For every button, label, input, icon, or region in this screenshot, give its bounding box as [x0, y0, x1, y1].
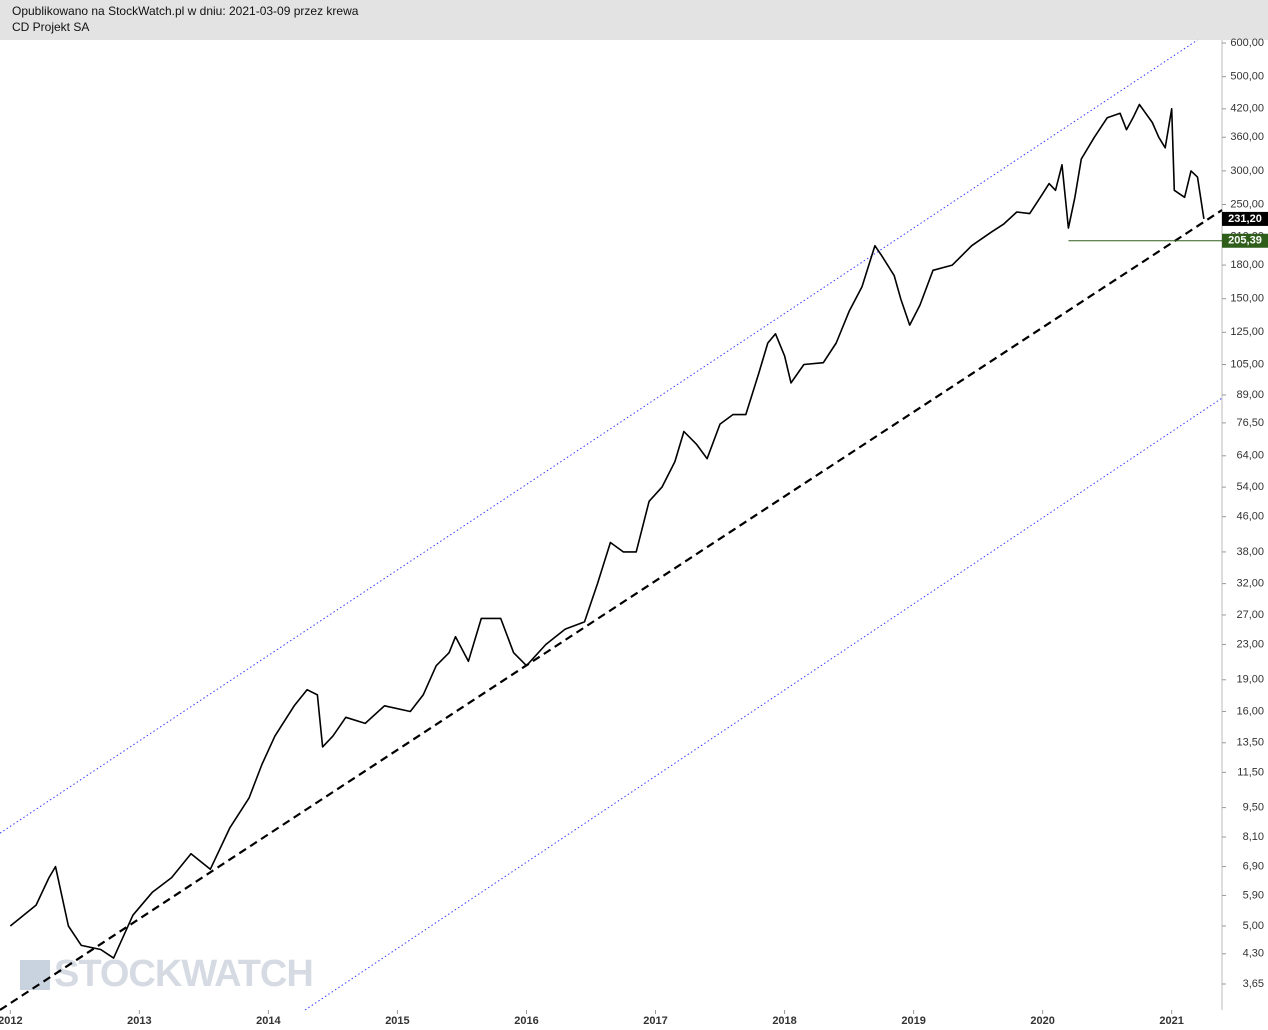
y-tick-label: 5,00: [1243, 920, 1264, 932]
trend-line: [304, 397, 1223, 1011]
header-bar: [0, 0, 1268, 40]
trend-line: [0, 39, 1198, 834]
y-tick-label: 600,00: [1230, 37, 1264, 49]
y-tick-label: 300,00: [1230, 165, 1264, 177]
y-tick-label: 105,00: [1230, 358, 1264, 370]
y-tick-label: 23,00: [1236, 638, 1264, 650]
x-tick-label: 2015: [385, 1015, 409, 1027]
x-tick-label: 2017: [643, 1015, 667, 1027]
y-tick-label: 64,00: [1236, 450, 1264, 462]
y-tick-label: 38,00: [1236, 546, 1264, 558]
x-tick-label: 2013: [127, 1015, 151, 1027]
y-tick-label: 16,00: [1236, 705, 1264, 717]
y-tick-label: 6,90: [1243, 860, 1264, 872]
price-box-label: 205,39: [1228, 235, 1262, 247]
x-tick-label: 2020: [1030, 1015, 1054, 1027]
y-tick-label: 19,00: [1236, 674, 1264, 686]
watermark: STOCKWATCH: [54, 953, 313, 995]
y-tick-label: 5,90: [1243, 889, 1264, 901]
x-tick-label: 2019: [901, 1015, 925, 1027]
y-tick-label: 27,00: [1236, 609, 1264, 621]
y-tick-label: 420,00: [1230, 103, 1264, 115]
x-tick-label: 2016: [514, 1015, 538, 1027]
y-tick-label: 13,50: [1236, 737, 1264, 749]
x-tick-label: 2012: [0, 1015, 23, 1027]
y-tick-label: 76,50: [1236, 417, 1264, 429]
chart-subtitle: CD Projekt SA: [12, 20, 89, 34]
y-tick-label: 89,00: [1236, 389, 1264, 401]
y-tick-label: 150,00: [1230, 293, 1264, 305]
watermark-icon: [20, 960, 50, 990]
price-box: [1222, 211, 1268, 226]
y-tick-label: 360,00: [1230, 131, 1264, 143]
y-tick-label: 180,00: [1230, 259, 1264, 271]
y-tick-label: 9,50: [1243, 801, 1264, 813]
price-box: [1222, 233, 1268, 248]
y-tick-label: 46,00: [1236, 511, 1264, 523]
y-tick-label: 54,00: [1236, 481, 1264, 493]
y-tick-label: 3,65: [1243, 978, 1264, 990]
y-tick-label: 32,00: [1236, 578, 1264, 590]
y-tick-label: 11,50: [1237, 766, 1264, 778]
x-tick-label: 2021: [1159, 1015, 1183, 1027]
x-tick-label: 2014: [256, 1015, 281, 1027]
y-tick-label: 8,10: [1243, 831, 1264, 843]
y-tick-label: 125,00: [1230, 326, 1264, 338]
y-tick-label: 4,30: [1243, 948, 1264, 960]
price-box-label: 231,20: [1228, 213, 1262, 225]
y-tick-label: 500,00: [1230, 71, 1264, 83]
chart-title: Opublikowano na StockWatch.pl w dniu: 20…: [12, 4, 359, 18]
price-line: [9, 103, 1205, 959]
trend-line: [0, 209, 1223, 1011]
x-tick-label: 2018: [772, 1015, 796, 1027]
y-tick-label: 250,00: [1230, 198, 1264, 210]
